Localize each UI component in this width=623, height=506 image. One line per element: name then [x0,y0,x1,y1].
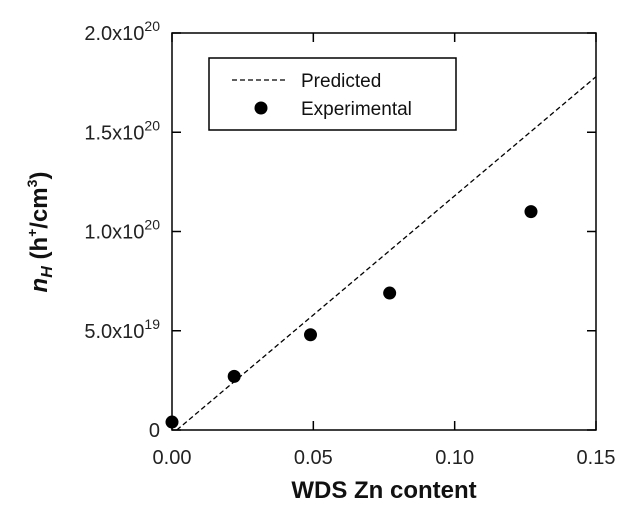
y-tick-label: 5.0x1019 [84,316,160,343]
y-axis-ticks: 0 5.0x1019 1.0x1020 1.5x1020 2.0x1020 [84,18,596,442]
legend-box [208,57,457,131]
experimental-point [524,205,538,219]
experimental-point [227,369,241,383]
y-tick-label: 0 [149,420,160,442]
legend-experimental-swatch [254,101,268,115]
experimental-point [383,286,397,300]
series-layer [165,76,597,431]
y-tick-label: 2.0x1020 [84,18,160,45]
legend-predicted-label: Predicted [301,71,381,92]
x-tick-label: 0.00 [153,447,192,469]
x-axis-ticks: 0.00 0.05 0.10 0.15 [153,33,616,469]
x-tick-label: 0.15 [577,447,616,469]
legend-experimental-label: Experimental [301,99,412,120]
x-tick-label: 0.10 [435,447,474,469]
y-tick-label: 1.5x1020 [84,117,160,144]
x-tick-label: 0.05 [294,447,333,469]
predicted-line [176,76,597,431]
legend: Predicted Experimental [208,57,457,131]
x-axis-title: WDS Zn content [291,477,476,504]
experimental-point [304,328,318,342]
y-tick-label: 1.0x1020 [84,217,160,244]
experimental-point [165,415,179,429]
y-axis-title: nH (h+/cm3) [24,172,56,293]
